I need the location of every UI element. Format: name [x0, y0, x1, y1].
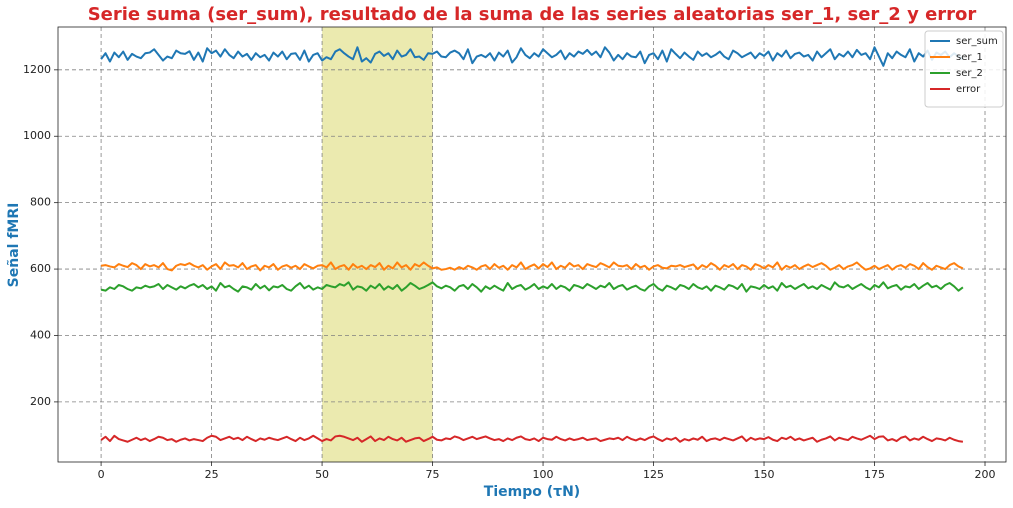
- y-tick-label: 800: [30, 196, 51, 209]
- y-tick-label: 600: [30, 262, 51, 275]
- legend-label: error: [956, 84, 981, 95]
- x-tick-label: 25: [205, 468, 219, 481]
- x-tick-label: 150: [754, 468, 775, 481]
- x-tick-label: 50: [315, 468, 329, 481]
- x-tick-label: 100: [533, 468, 554, 481]
- line-series: [100, 46, 964, 67]
- plot-frame: [57, 26, 1007, 463]
- line-series: [100, 281, 964, 293]
- chart-title: Serie suma (ser_sum), resultado de la su…: [88, 4, 977, 25]
- legend-label: ser_2: [956, 68, 983, 79]
- legend-label: ser_sum: [956, 36, 998, 47]
- x-tick-label: 0: [98, 468, 105, 481]
- x-axis-label: Tiempo (τN): [484, 484, 580, 500]
- y-tick-label: 1200: [23, 63, 51, 76]
- y-tick-label: 400: [30, 328, 51, 341]
- y-tick-label: 1000: [23, 129, 51, 142]
- line-series: [100, 261, 964, 272]
- x-tick-label: 125: [643, 468, 664, 481]
- x-tick-label: 175: [864, 468, 885, 481]
- line-series: [100, 434, 964, 443]
- x-tick-label: 200: [975, 468, 996, 481]
- highlight-span: [322, 27, 433, 462]
- x-tick-label: 75: [426, 468, 440, 481]
- legend-label: ser_1: [956, 52, 983, 63]
- y-axis-label: Señal fMRI: [6, 203, 22, 288]
- y-tick-label: 200: [30, 395, 51, 408]
